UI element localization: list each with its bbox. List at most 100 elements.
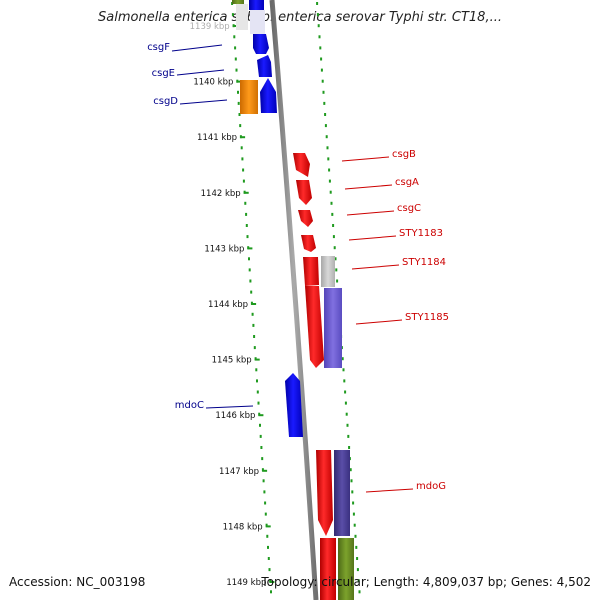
inner-tick	[352, 512, 355, 516]
inner-tick	[346, 423, 349, 427]
gene-STY1184-feature[interactable]	[321, 256, 335, 287]
kbp-label: 1146 kbp	[215, 411, 255, 421]
gene-red-bottom[interactable]	[320, 538, 336, 600]
gene-STY1185-feature[interactable]	[324, 288, 342, 368]
gene-csgC-arrow[interactable]	[298, 210, 313, 227]
outer-tick	[253, 346, 256, 350]
inner-tick	[345, 412, 348, 416]
kbp-major-tick	[251, 303, 257, 305]
outer-tick	[270, 590, 272, 594]
inner-tick	[335, 268, 338, 272]
kbp-label: 1149 kbp	[226, 578, 266, 588]
outer-tick	[263, 490, 266, 494]
gene-mdoC-arrow[interactable]	[285, 373, 303, 437]
outer-tick	[231, 13, 234, 17]
outer-tick	[261, 468, 264, 472]
outer-tick	[265, 523, 268, 527]
gene-label-csgC[interactable]: csgC	[397, 203, 421, 214]
gene-label-csgE[interactable]: csgE	[152, 68, 175, 79]
outer-tick	[248, 268, 251, 272]
inner-tick	[318, 35, 321, 39]
inner-tick	[327, 157, 330, 161]
outer-tick	[249, 279, 252, 283]
gene-labels: csgF csgE csgD mdoC csgB csgA csgC STY1183 STY11…	[147, 42, 449, 492]
gene-csgD-arrow[interactable]	[260, 78, 277, 113]
outer-tick	[239, 124, 242, 128]
gene-STY1185-arrow[interactable]	[305, 286, 324, 368]
gene-label-STY1185[interactable]: STY1185	[405, 312, 449, 323]
leader-line-csgF	[171, 44, 223, 52]
outer-tick	[259, 423, 261, 427]
inner-tick	[326, 146, 329, 150]
inner-tick	[330, 201, 333, 205]
outer-tick	[240, 146, 243, 150]
outer-tick	[251, 312, 254, 316]
inner-tick	[349, 468, 352, 472]
gene-orange-feature[interactable]	[240, 80, 258, 114]
leader-line-STY1184	[351, 264, 400, 270]
kbp-major-tick	[254, 358, 260, 361]
leader-line-mdoG	[365, 488, 414, 493]
gene-label-csgD[interactable]: csgD	[153, 96, 178, 107]
gene-label-csgB[interactable]: csgB	[392, 149, 416, 160]
gene-label-STY1184[interactable]: STY1184	[402, 257, 446, 268]
outer-tick	[267, 545, 269, 549]
inner-tick	[348, 446, 351, 449]
outer-tick	[255, 368, 258, 372]
inner-tick	[356, 568, 359, 572]
outer-tick	[256, 390, 259, 394]
gene-label-STY1183[interactable]: STY1183	[399, 228, 443, 239]
map-title: Salmonella enterica subsp. enterica sero…	[98, 10, 502, 25]
gene-csgE-arrow[interactable]	[257, 55, 272, 77]
outer-tick	[264, 501, 267, 505]
kbp-major-tick	[236, 80, 242, 83]
gene-csgB-arrow[interactable]	[293, 153, 310, 177]
kbp-major-tick	[269, 581, 275, 583]
gene-olive-bottom[interactable]	[338, 538, 354, 600]
feature-blue-top	[249, 0, 264, 10]
leader-line-csgA	[344, 184, 393, 190]
kbp-major-tick	[265, 525, 271, 528]
gene-label-csgA[interactable]: csgA	[395, 177, 419, 188]
inner-tick	[344, 390, 347, 394]
kbp-major-tick	[243, 191, 249, 194]
gene-label-mdoC[interactable]: mdoC	[175, 400, 204, 411]
gene-mdoG-feature[interactable]	[334, 450, 350, 536]
outer-tick	[241, 157, 244, 161]
gene-label-csgF[interactable]: csgF	[147, 42, 170, 53]
topology-label: Topology: circular; Length: 4,809,037 bp…	[261, 575, 591, 589]
genome-backbone	[269, 0, 319, 600]
outer-tick	[233, 35, 236, 39]
inner-tick	[328, 179, 331, 183]
inner-tick	[320, 68, 323, 72]
inner-tick	[323, 101, 326, 105]
kbp-label: 1145 kbp	[212, 356, 252, 366]
gene-STY1183-arrow[interactable]	[301, 235, 316, 252]
outer-tick	[253, 335, 256, 338]
leader-line-csgD	[179, 99, 228, 105]
inner-tick	[320, 57, 323, 61]
feature-grey-top	[236, 4, 248, 30]
outer-tick	[250, 290, 253, 294]
leader-line-csgB	[341, 156, 390, 162]
inner-tick	[324, 113, 327, 116]
outer-tick	[269, 579, 272, 583]
outer-tick	[237, 90, 239, 94]
inner-tick	[352, 501, 355, 505]
inner-tick	[351, 490, 354, 494]
gene-label-mdoG[interactable]: mdoG	[416, 481, 446, 492]
kbp-label: 1143 kbp	[204, 244, 244, 254]
gene-STY1184-arrow[interactable]	[303, 257, 319, 286]
outer-tick	[262, 479, 265, 483]
outer-tick	[234, 46, 237, 50]
inner-tick	[355, 545, 358, 549]
gene-mdoG-arrow[interactable]	[316, 450, 333, 536]
gene-csgA-arrow[interactable]	[296, 180, 312, 205]
inner-tick	[324, 124, 327, 128]
inner-tick	[357, 579, 360, 583]
outer-tick	[242, 179, 245, 183]
inner-tick	[347, 434, 350, 438]
gene-csgF-arrow[interactable]	[253, 34, 269, 54]
inner-tick	[325, 135, 328, 139]
